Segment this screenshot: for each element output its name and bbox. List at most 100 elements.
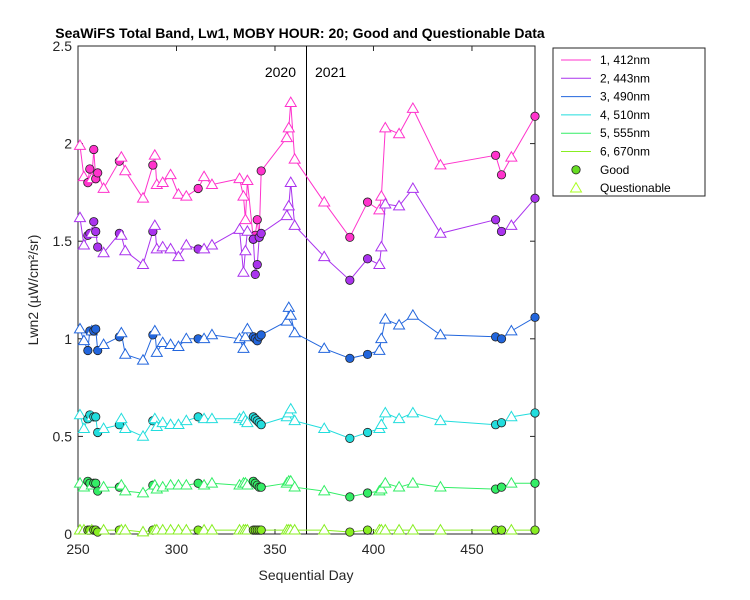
questionable-point xyxy=(237,265,250,277)
good-point xyxy=(345,232,355,242)
good-point xyxy=(193,183,203,194)
questionable-point xyxy=(374,418,388,430)
year-label-2021: 2021 xyxy=(315,64,346,80)
y-tick-label: 2 xyxy=(64,136,72,152)
questionable-point xyxy=(317,523,331,535)
questionable-point xyxy=(434,226,447,238)
questionable-point xyxy=(374,332,388,344)
good-point xyxy=(91,226,101,237)
x-axis-label: Sequential Day xyxy=(259,567,354,583)
questionable-point xyxy=(282,199,296,211)
questionable-point xyxy=(179,189,193,201)
questionable-point xyxy=(205,328,219,340)
legend-label-5: 5, 555nm xyxy=(600,126,650,140)
good-point xyxy=(530,408,540,418)
questionable-point xyxy=(97,480,110,492)
questionable-point xyxy=(288,414,302,426)
x-tick-label: 400 xyxy=(362,541,386,557)
questionable-point xyxy=(77,238,91,250)
questionable-point xyxy=(392,199,406,211)
questionable-point xyxy=(114,326,128,338)
questionable-point xyxy=(179,478,193,490)
questionable-point xyxy=(136,258,150,269)
legend-questionable-marker xyxy=(569,181,583,193)
good-point xyxy=(345,275,355,285)
questionable-point xyxy=(118,164,132,176)
questionable-point xyxy=(282,301,296,312)
good-point xyxy=(252,260,262,270)
questionable-point xyxy=(148,148,162,160)
questionable-point xyxy=(239,213,252,225)
good-point xyxy=(530,111,540,121)
questionable-point xyxy=(164,523,177,535)
good-point xyxy=(530,478,540,488)
questionable-point xyxy=(406,101,420,113)
questionable-point xyxy=(172,250,185,262)
y-tick-label: 1 xyxy=(64,331,72,347)
good-point xyxy=(496,226,507,237)
questionable-point xyxy=(73,322,87,334)
questionable-point xyxy=(114,228,128,240)
good-point xyxy=(83,345,93,356)
questionable-point xyxy=(97,246,110,258)
questionable-point xyxy=(284,402,298,414)
questionable-point xyxy=(406,308,420,320)
good-point xyxy=(491,150,501,160)
good-point xyxy=(85,164,95,174)
plot-area: 250 300 350 400 450 0 0.5 1 1.5 2 2.5 xyxy=(53,38,540,557)
questionable-point xyxy=(241,174,254,186)
questionable-point xyxy=(406,476,420,488)
questionable-point xyxy=(239,244,252,256)
questionable-point xyxy=(374,482,388,494)
questionable-point xyxy=(179,332,193,344)
good-point xyxy=(89,217,99,227)
good-point xyxy=(345,353,355,363)
questionable-point xyxy=(406,406,420,418)
good-point xyxy=(252,215,262,225)
questionable-point xyxy=(317,250,331,262)
questionable-point xyxy=(197,523,211,535)
questionable-point xyxy=(148,324,162,336)
legend-good-marker xyxy=(571,165,581,175)
questionable-point xyxy=(179,238,193,250)
questionable-point xyxy=(241,322,254,334)
legend-label-questionable: Questionable xyxy=(600,181,671,195)
questionable-point xyxy=(280,131,294,143)
questionable-point xyxy=(374,240,388,252)
questionable-point xyxy=(114,412,128,424)
questionable-point xyxy=(284,176,298,187)
questionable-point xyxy=(434,328,447,340)
questionable-point xyxy=(118,244,132,256)
questionable-point xyxy=(392,318,406,330)
questionable-point xyxy=(284,96,298,107)
legend-label-2: 2, 443nm xyxy=(600,71,650,85)
x-tick-label: 300 xyxy=(165,541,189,557)
questionable-point xyxy=(406,523,420,535)
legend: 1, 412nm 2, 443nm 3, 490nm 4, 510nm 5, 555nm… xyxy=(552,47,706,197)
questionable-point xyxy=(288,326,302,338)
questionable-point xyxy=(77,334,91,346)
questionable-point xyxy=(504,219,518,230)
y-tick-label: 0.5 xyxy=(53,428,73,444)
questionable-point xyxy=(504,150,518,162)
questionable-point xyxy=(73,211,87,223)
questionable-point xyxy=(288,219,302,230)
questionable-point xyxy=(374,189,388,201)
good-point xyxy=(530,525,540,535)
questionable-point xyxy=(373,258,386,269)
questionable-point xyxy=(148,219,162,230)
good-point xyxy=(496,482,507,492)
questionable-point xyxy=(317,422,331,433)
questionable-point xyxy=(118,347,132,359)
questionable-point xyxy=(77,422,91,433)
legend-label-1: 1, 412nm xyxy=(600,53,650,67)
questionable-point xyxy=(172,340,185,351)
good-point xyxy=(256,525,266,535)
questionable-point xyxy=(172,478,185,490)
questionable-point xyxy=(164,338,177,350)
good-point xyxy=(256,330,266,340)
good-point xyxy=(256,420,266,430)
questionable-point xyxy=(504,523,518,535)
questionable-point xyxy=(317,484,331,496)
questionable-point xyxy=(284,308,298,320)
